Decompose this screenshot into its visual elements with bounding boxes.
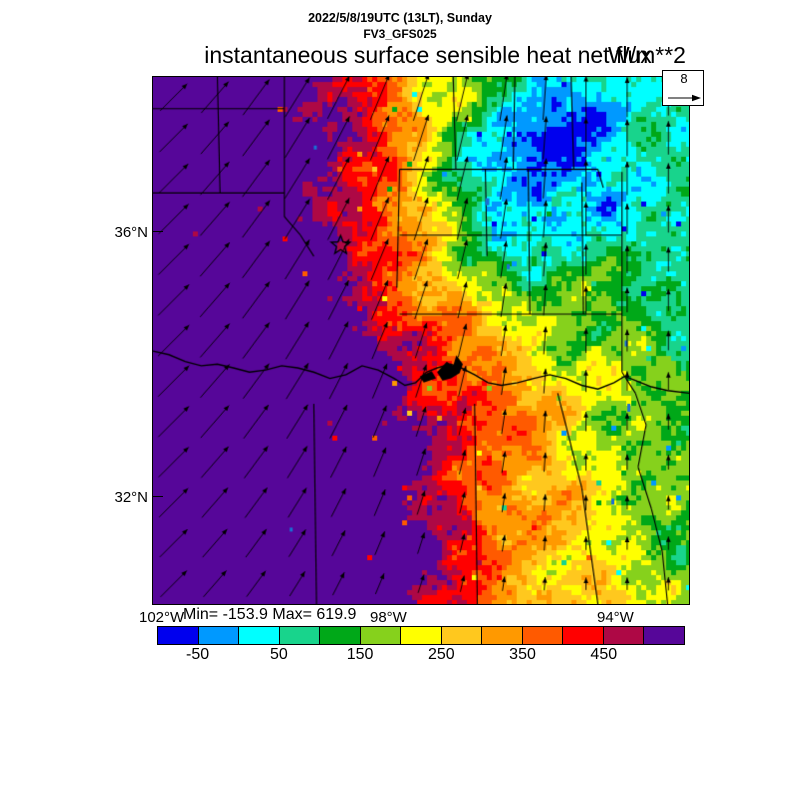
lat-tick-32n	[152, 496, 163, 497]
colorbar-tick--50: -50	[186, 646, 210, 663]
colorbar-tick-150: 150	[346, 646, 374, 663]
colorbar-segment-blue	[158, 627, 199, 644]
map-plot-area[interactable]	[152, 76, 690, 605]
colorbar-segment-yellow	[401, 627, 442, 644]
lon-label-94w: 94°W	[597, 609, 634, 626]
lat-label-32n: 32°N	[114, 489, 148, 506]
colorbar-segment-green	[320, 627, 361, 644]
title-datetime: 2022/5/8/19UTC (13LT), Sunday	[308, 11, 492, 25]
colorbar-segment-orange-red	[522, 627, 564, 644]
lat-label-36n: 36°N	[114, 224, 148, 241]
wind-vector-key: 8	[662, 70, 704, 106]
wind-vector-key-arrow-icon	[668, 94, 701, 102]
minmax-stats: Min= -153.9 Max= 619.9	[183, 606, 357, 623]
wind-vector-key-label: 8	[680, 71, 688, 86]
colorbar-segment-red	[563, 627, 604, 644]
lat-tick-36n	[152, 231, 163, 232]
page-title: instantaneous surface sensible heat net …	[204, 42, 652, 68]
colorbar-tick-labels: -50 50 150 250 350 450	[157, 646, 685, 668]
colorbar-segment-orange	[482, 627, 523, 644]
colorbar-segment-purple	[644, 627, 684, 644]
colorbar-tick-250: 250	[427, 646, 455, 663]
colorbar-segment-yellow-green	[360, 627, 402, 644]
heatmap-canvas	[153, 77, 689, 604]
lon-label-98w: 98°W	[370, 609, 407, 626]
colorbar-segment-cyan	[239, 627, 280, 644]
colorbar-segment-crimson	[603, 627, 645, 644]
colorbar-tick-350: 350	[509, 646, 536, 663]
title-model-name: FV3_GFS025	[363, 27, 437, 41]
colorbar-segment-azure	[198, 627, 240, 644]
colorbar-tick-50: 50	[269, 646, 288, 663]
colorbar-tick-450: 450	[590, 646, 618, 663]
colorbar	[157, 626, 685, 645]
colorbar-segment-amber	[441, 627, 483, 644]
title-units: W/m**2	[608, 42, 686, 68]
colorbar-segment-spring-green	[279, 627, 321, 644]
lon-label-102w: 102°W	[139, 609, 185, 626]
